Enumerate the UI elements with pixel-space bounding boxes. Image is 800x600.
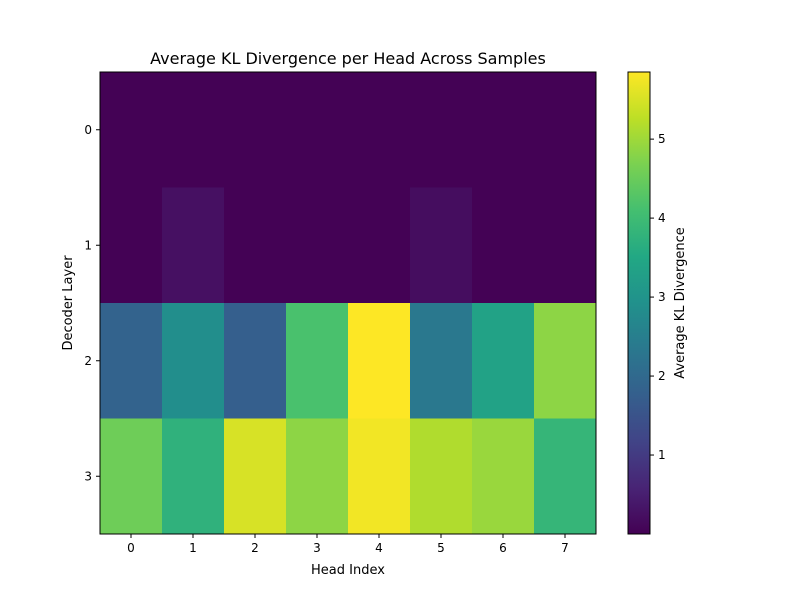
heatmap-cell bbox=[472, 303, 535, 419]
colorbar-tick-label: 5 bbox=[658, 132, 666, 146]
x-axis-ticks: 0 1 2 3 4 5 6 7 bbox=[127, 534, 569, 555]
colorbar-tick-label: 3 bbox=[658, 290, 666, 304]
y-tick-label: 3 bbox=[84, 469, 92, 483]
heatmap-cell bbox=[472, 72, 535, 188]
x-tick-label: 0 bbox=[127, 541, 135, 555]
heatmap-cell bbox=[348, 303, 411, 419]
heatmap-cell bbox=[410, 72, 473, 188]
heatmap-cell bbox=[100, 72, 163, 188]
heatmap-cell bbox=[286, 303, 349, 419]
colorbar-ticks: 1 2 3 4 5 bbox=[650, 132, 666, 462]
y-axis-label: Decoder Layer bbox=[61, 255, 76, 351]
heatmap-cell bbox=[534, 72, 597, 188]
heatmap-cell bbox=[534, 187, 597, 304]
heatmap-cell bbox=[286, 418, 349, 535]
x-tick-label: 2 bbox=[251, 541, 259, 555]
heatmap-cell bbox=[286, 187, 349, 304]
x-axis-label: Head Index bbox=[311, 563, 385, 578]
x-tick-label: 7 bbox=[561, 541, 569, 555]
heatmap-cell bbox=[162, 72, 225, 188]
heatmap-cell bbox=[100, 418, 163, 535]
chart-title: Average KL Divergence per Head Across Sa… bbox=[150, 49, 546, 68]
heatmap-cell bbox=[224, 187, 287, 304]
heatmap-cell bbox=[472, 187, 535, 304]
heatmap-cell bbox=[472, 418, 535, 535]
heatmap-cell bbox=[348, 418, 411, 535]
y-axis-ticks: 0 1 2 3 bbox=[84, 123, 100, 483]
heatmap-cell bbox=[224, 418, 287, 535]
heatmap-cell bbox=[162, 187, 225, 304]
x-tick-label: 4 bbox=[375, 541, 383, 555]
heatmap-cell bbox=[348, 187, 411, 304]
heatmap-cell bbox=[410, 187, 473, 304]
heatmap-cell bbox=[162, 418, 225, 535]
heatmap-cell bbox=[100, 303, 163, 419]
plot-frame bbox=[99, 71, 597, 535]
heatmap-cell bbox=[410, 303, 473, 419]
heatmap-cell bbox=[410, 418, 473, 535]
heatmap-cells bbox=[100, 72, 597, 535]
colorbar-label: Average KL Divergence bbox=[673, 227, 688, 378]
colorbar-tick-label: 2 bbox=[658, 369, 666, 383]
heatmap-cell bbox=[286, 72, 349, 188]
colorbar bbox=[627, 71, 651, 535]
x-tick-label: 6 bbox=[499, 541, 507, 555]
heatmap-cell bbox=[224, 303, 287, 419]
y-tick-label: 1 bbox=[84, 238, 92, 252]
heatmap-cell bbox=[100, 187, 163, 304]
colorbar-tick-label: 1 bbox=[658, 448, 666, 462]
x-tick-label: 5 bbox=[437, 541, 445, 555]
heatmap-cell bbox=[224, 72, 287, 188]
heatmap-cell bbox=[162, 303, 225, 419]
heatmap-cell bbox=[534, 303, 597, 419]
colorbar-tick-label: 4 bbox=[658, 211, 666, 225]
heatmap-cell bbox=[348, 72, 411, 188]
heatmap-cell bbox=[534, 418, 597, 535]
x-tick-label: 1 bbox=[189, 541, 197, 555]
y-tick-label: 0 bbox=[84, 123, 92, 137]
x-tick-label: 3 bbox=[313, 541, 321, 555]
y-tick-label: 2 bbox=[84, 354, 92, 368]
